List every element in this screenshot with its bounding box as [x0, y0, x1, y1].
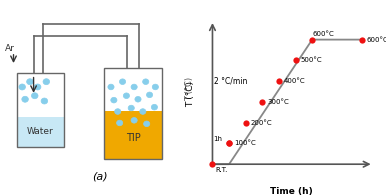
- Text: 100°C: 100°C: [234, 140, 256, 146]
- Circle shape: [115, 109, 121, 114]
- Circle shape: [32, 93, 38, 99]
- Text: T (°C): T (°C): [185, 77, 194, 101]
- Circle shape: [131, 118, 137, 123]
- Circle shape: [27, 79, 33, 85]
- Bar: [17, 117, 64, 147]
- Bar: [104, 112, 162, 159]
- Circle shape: [108, 84, 114, 90]
- Text: (a): (a): [93, 172, 108, 182]
- Bar: [104, 68, 162, 159]
- Circle shape: [147, 92, 153, 98]
- Circle shape: [135, 97, 141, 102]
- Text: 600°C/15h: 600°C/15h: [367, 36, 386, 43]
- Circle shape: [111, 97, 117, 103]
- Text: 2 °C/min: 2 °C/min: [214, 77, 247, 86]
- Circle shape: [140, 109, 146, 114]
- Text: 1h: 1h: [213, 136, 222, 142]
- Text: 500°C: 500°C: [300, 57, 322, 63]
- Circle shape: [43, 79, 50, 85]
- Circle shape: [19, 84, 25, 90]
- Text: 400°C: 400°C: [284, 78, 305, 84]
- Circle shape: [151, 104, 157, 110]
- Circle shape: [22, 96, 29, 102]
- Text: R.T.: R.T.: [216, 167, 228, 173]
- Text: Time (h): Time (h): [270, 187, 313, 195]
- Bar: [17, 73, 64, 147]
- Circle shape: [34, 84, 41, 90]
- Circle shape: [41, 98, 48, 104]
- Text: 600°C: 600°C: [312, 31, 334, 37]
- Text: 200°C: 200°C: [251, 120, 272, 126]
- Text: Water: Water: [27, 127, 54, 136]
- Circle shape: [143, 79, 149, 84]
- Circle shape: [120, 79, 126, 84]
- Text: Ar: Ar: [5, 44, 15, 53]
- Circle shape: [144, 121, 150, 127]
- Circle shape: [124, 93, 129, 98]
- Circle shape: [152, 84, 159, 90]
- Circle shape: [131, 84, 137, 90]
- Text: T (°C): T (°C): [186, 81, 195, 107]
- Circle shape: [117, 120, 123, 126]
- Circle shape: [128, 105, 134, 111]
- Text: TIP: TIP: [126, 133, 141, 143]
- Text: 300°C: 300°C: [267, 99, 289, 105]
